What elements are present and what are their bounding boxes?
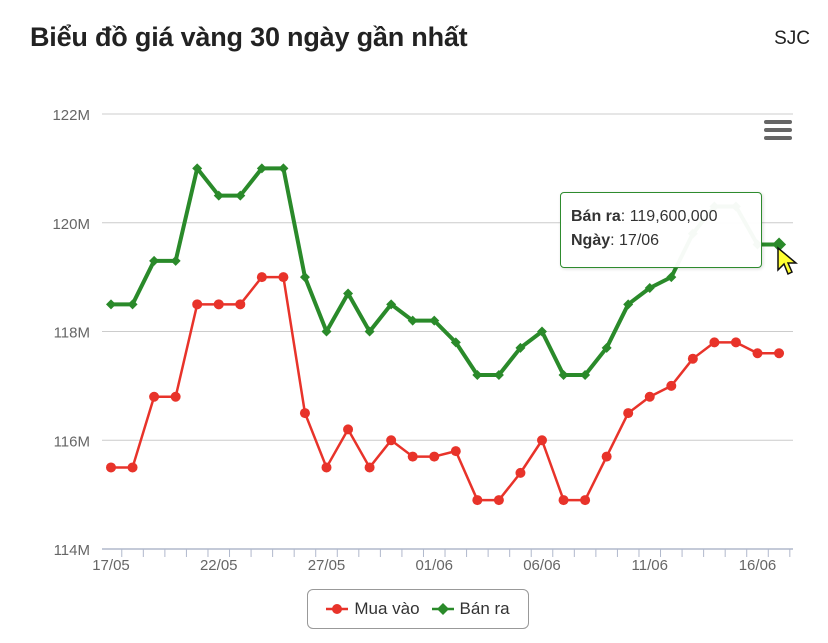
x-tick-label: 22/05: [200, 557, 238, 574]
data-point[interactable]: [235, 190, 246, 201]
data-point[interactable]: [601, 342, 612, 353]
data-point[interactable]: [493, 495, 504, 506]
data-point[interactable]: [149, 391, 160, 402]
data-point[interactable]: [450, 446, 461, 457]
data-point[interactable]: [407, 315, 418, 326]
data-point[interactable]: [644, 283, 655, 293]
data-point[interactable]: [278, 163, 289, 174]
tooltip-date: 17/06: [619, 232, 660, 249]
data-point[interactable]: [106, 462, 116, 473]
data-point[interactable]: [687, 353, 698, 364]
y-axis-labels: 114M 116M 118M 120M 122M: [52, 107, 90, 559]
data-point[interactable]: [192, 163, 203, 174]
series-line: [111, 275, 780, 502]
legend-item-sell[interactable]: Bán ra: [431, 599, 510, 619]
mouse-pointer-icon: [777, 246, 798, 276]
data-point[interactable]: [278, 272, 289, 283]
data-point[interactable]: [580, 495, 591, 506]
data-point[interactable]: [450, 337, 461, 348]
data-point[interactable]: [752, 348, 763, 359]
data-point[interactable]: [386, 299, 397, 310]
legend-sell-marker-icon: [431, 603, 454, 615]
y-tick-label: 118M: [54, 325, 90, 342]
y-tick-label: 120M: [52, 216, 90, 233]
chart-title: Biểu đồ giá vàng 30 ngày gần nhất: [30, 22, 468, 52]
legend-buy-marker-icon: [326, 604, 349, 614]
data-point[interactable]: [149, 255, 160, 266]
data-point[interactable]: [213, 190, 224, 201]
tooltip-series-label: Bán ra: [571, 208, 621, 225]
data-point[interactable]: [192, 299, 203, 310]
tooltip-value: 119,600,000: [629, 208, 718, 225]
data-point[interactable]: [472, 495, 483, 506]
data-point[interactable]: [343, 424, 354, 435]
data-point[interactable]: [407, 451, 418, 462]
x-tick-label: 06/06: [523, 557, 561, 574]
data-point[interactable]: [127, 299, 138, 310]
y-tick-label: 122M: [52, 107, 90, 124]
chart-menu-icon[interactable]: [764, 120, 792, 144]
data-point[interactable]: [429, 315, 440, 326]
data-point[interactable]: [493, 370, 504, 380]
chart-legend: Mua vào Bán ra: [307, 589, 529, 629]
data-point[interactable]: [644, 391, 655, 402]
data-point[interactable]: [343, 288, 354, 299]
y-tick-label: 116M: [54, 433, 90, 450]
data-point[interactable]: [580, 370, 591, 380]
data-point[interactable]: [364, 326, 375, 337]
x-tick-label: 17/05: [92, 557, 130, 574]
data-point[interactable]: [709, 337, 720, 348]
x-tick-label: 11/06: [632, 557, 668, 574]
data-point[interactable]: [106, 299, 116, 310]
brand-label: SJC: [774, 28, 810, 49]
data-point[interactable]: [666, 380, 677, 391]
data-point[interactable]: [537, 326, 547, 337]
data-point[interactable]: [774, 348, 785, 359]
data-point[interactable]: [386, 435, 397, 446]
data-point[interactable]: [515, 467, 526, 478]
x-tick-label: 27/05: [308, 557, 346, 574]
data-point[interactable]: [256, 272, 267, 283]
x-axis: 17/05 22/05 27/05 01/06 06/06 11/06 16/06: [92, 548, 793, 574]
data-point[interactable]: [256, 163, 267, 174]
data-point[interactable]: [127, 462, 138, 473]
data-point[interactable]: [170, 255, 181, 266]
data-point[interactable]: [515, 342, 526, 353]
data-point[interactable]: [623, 408, 634, 419]
data-point[interactable]: [666, 272, 677, 283]
x-tick-label: 16/06: [739, 557, 777, 574]
data-point[interactable]: [772, 237, 787, 252]
data-point[interactable]: [213, 299, 224, 310]
data-point[interactable]: [299, 272, 310, 283]
data-point[interactable]: [235, 299, 246, 310]
data-point[interactable]: [472, 370, 483, 380]
data-point[interactable]: [558, 495, 569, 506]
chart-tooltip: Bán ra: 119,600,000 Ngày: 17/06: [560, 192, 762, 268]
x-tick-label: 01/06: [415, 557, 453, 574]
data-point[interactable]: [537, 435, 547, 446]
data-point[interactable]: [558, 370, 569, 380]
legend-sell-label: Bán ra: [459, 599, 510, 618]
data-point[interactable]: [429, 451, 440, 462]
data-point[interactable]: [170, 391, 181, 402]
legend-item-buy[interactable]: Mua vào: [326, 599, 420, 619]
data-point[interactable]: [299, 408, 310, 419]
data-point[interactable]: [321, 462, 332, 473]
legend-buy-label: Mua vào: [354, 599, 420, 618]
data-point[interactable]: [321, 326, 332, 337]
data-point[interactable]: [364, 462, 375, 473]
y-tick-label: 114M: [54, 542, 90, 559]
data-point[interactable]: [601, 451, 612, 462]
grid-lines: [102, 113, 793, 441]
data-point[interactable]: [730, 337, 741, 348]
data-point[interactable]: [623, 299, 634, 310]
tooltip-date-label: Ngày: [571, 232, 611, 249]
series-buy: [106, 272, 785, 506]
